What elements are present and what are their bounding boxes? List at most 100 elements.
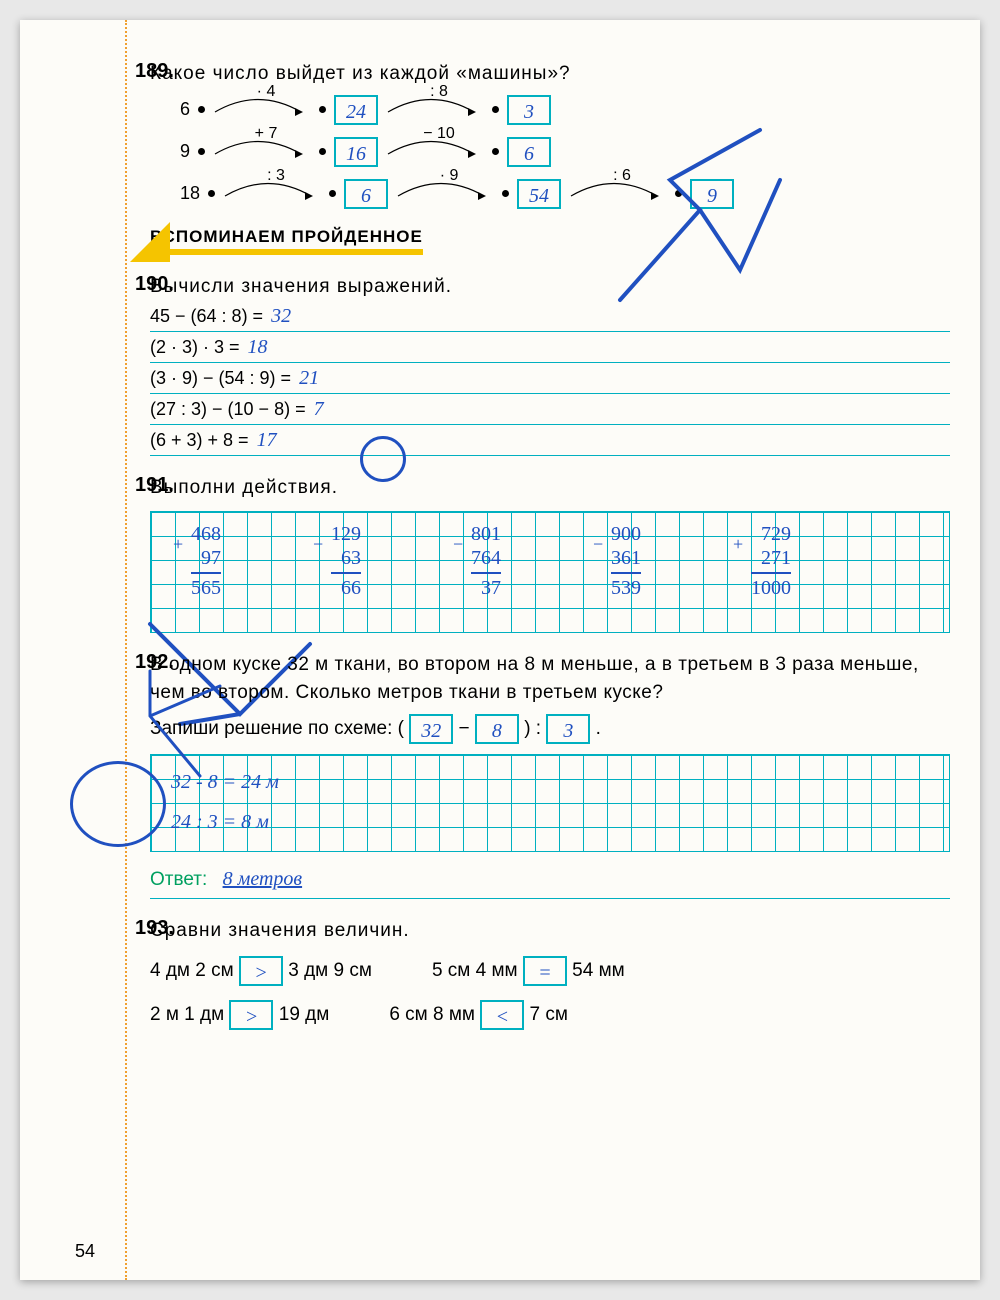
machine-row: 18 : 3 6 · 9 54 : 6 9 [180, 179, 950, 209]
compare-row: 4 дм 2 см > 3 дм 9 см 5 см 4 мм = 54 мм [150, 956, 950, 986]
operand: 129 [331, 522, 361, 546]
operand: 361 [611, 546, 641, 570]
answer-box[interactable]: 3 [546, 714, 590, 744]
dot-icon [319, 106, 326, 113]
expr-line: (27 : 3) − (10 − 8) = 7 [150, 394, 950, 425]
pen-mark-icon [140, 666, 280, 786]
op-label: · 4 [221, 80, 311, 104]
exercise-189: 189. Какое число выйдет из каждой «машин… [80, 60, 950, 209]
column-calc: − 801 764 37 [471, 522, 501, 600]
answer: 18 [248, 332, 268, 362]
dot-icon [208, 190, 215, 197]
value: 4 дм 2 см [150, 960, 234, 981]
compare-box[interactable]: < [480, 1000, 524, 1030]
column-calc: − 900 361 539 [611, 522, 641, 600]
expr-line: (2 · 3) · 3 =18 [150, 332, 950, 363]
dot-icon [319, 148, 326, 155]
section-header-block: ВСПОМИНАЕМ ПРОЙДЕННОЕ [150, 227, 950, 255]
machine-row: 6 · 4 24 : 8 3 [180, 95, 950, 125]
start-value: 18 [180, 180, 200, 207]
compare-box[interactable]: = [523, 956, 567, 986]
start-value: 6 [180, 96, 190, 123]
exercise-191: 191. Выполни действия. + 468 97 565 − 12… [80, 474, 950, 633]
label: ) : [524, 718, 546, 739]
compare-box[interactable]: > [239, 956, 283, 986]
value: 54 мм [572, 960, 625, 981]
answer-box[interactable]: 54 [517, 179, 561, 209]
answer-label: Ответ: [150, 869, 207, 890]
sign: − [453, 532, 463, 556]
answer-box[interactable]: 6 [344, 179, 388, 209]
expr-line: 45 − (64 : 8) = 32 [150, 301, 950, 332]
expression: (6 + 3) + 8 = [150, 427, 249, 454]
operand: 63 [331, 546, 361, 570]
sign: + [733, 532, 743, 556]
ex-number: 193. [135, 917, 174, 940]
op-label: : 8 [394, 80, 484, 104]
column-calc: + 729 271 1000 [751, 522, 791, 600]
value: 5 см 4 мм [432, 960, 518, 981]
compare-box[interactable]: > [229, 1000, 273, 1030]
ex-prompt: Вычисли значения выражений. [150, 273, 950, 302]
operand: 801 [471, 522, 501, 546]
column-calc: − 129 63 66 [331, 522, 361, 600]
workbook-page: 189. Какое число выйдет из каждой «машин… [20, 20, 980, 1280]
label: . [596, 718, 601, 739]
operand: 271 [751, 546, 791, 570]
ex-number: 190. [135, 273, 174, 296]
ex-prompt: Сравни значения величин. [150, 917, 950, 946]
exercise-193: 193. Сравни значения величин. 4 дм 2 см … [80, 917, 950, 1030]
work-line: 24 : 3 = 8 м [171, 807, 269, 837]
expr-line: (6 + 3) + 8 = 17 [150, 425, 950, 456]
operand: 900 [611, 522, 641, 546]
label: − [459, 718, 475, 739]
result: 1000 [751, 572, 791, 600]
start-value: 9 [180, 138, 190, 165]
value: 2 м 1 дм [150, 1004, 224, 1025]
value: 6 см 8 мм [389, 1004, 475, 1025]
answer-box[interactable]: 16 [334, 137, 378, 167]
compare-row: 2 м 1 дм > 19 дм 6 см 8 мм < 7 см [150, 1000, 950, 1030]
operand: 764 [471, 546, 501, 570]
op-label: · 9 [404, 164, 494, 188]
value: 3 дм 9 см [288, 960, 372, 981]
result: 539 [611, 572, 641, 600]
answer: 17 [257, 425, 277, 455]
operand: 468 [191, 522, 221, 546]
page-number: 54 [75, 1241, 95, 1262]
value: 19 дм [279, 1004, 330, 1025]
answer: 21 [299, 363, 319, 393]
exercise-192: 192. В одном куске 32 м ткани, во втором… [80, 651, 950, 900]
operand: 97 [191, 546, 221, 570]
answer: 7 [314, 394, 324, 424]
ex-prompt: Выполни действия. [150, 474, 950, 503]
dot-icon [502, 190, 509, 197]
op-label: + 7 [221, 122, 311, 146]
dot-icon [198, 148, 205, 155]
value: 7 см [530, 1004, 568, 1025]
result: 565 [191, 572, 221, 600]
sign: + [173, 532, 183, 556]
section-header: ВСПОМИНАЕМ ПРОЙДЕННОЕ [150, 227, 423, 255]
dot-icon [198, 106, 205, 113]
answer-box[interactable]: 8 [475, 714, 519, 744]
answer-text: 8 метров [223, 868, 303, 890]
answer-box[interactable]: 6 [507, 137, 551, 167]
answer-box[interactable]: 3 [507, 95, 551, 125]
op-label: : 3 [231, 164, 321, 188]
expression: (27 : 3) − (10 − 8) = [150, 396, 306, 423]
answer-box[interactable]: 32 [409, 714, 453, 744]
answer: 32 [271, 301, 291, 331]
expression: 45 − (64 : 8) = [150, 303, 263, 330]
dot-icon [329, 190, 336, 197]
column-calc: + 468 97 565 [191, 522, 221, 600]
machine-row: 9 + 7 16 − 10 6 [180, 137, 950, 167]
dot-icon [492, 106, 499, 113]
operand: 729 [751, 522, 791, 546]
op-label: − 10 [394, 122, 484, 146]
exercise-190: 190. Вычисли значения выражений. 45 − (6… [80, 273, 950, 457]
sign: − [593, 532, 603, 556]
triangle-icon [130, 222, 170, 262]
result: 37 [471, 572, 501, 600]
answer-box[interactable]: 24 [334, 95, 378, 125]
